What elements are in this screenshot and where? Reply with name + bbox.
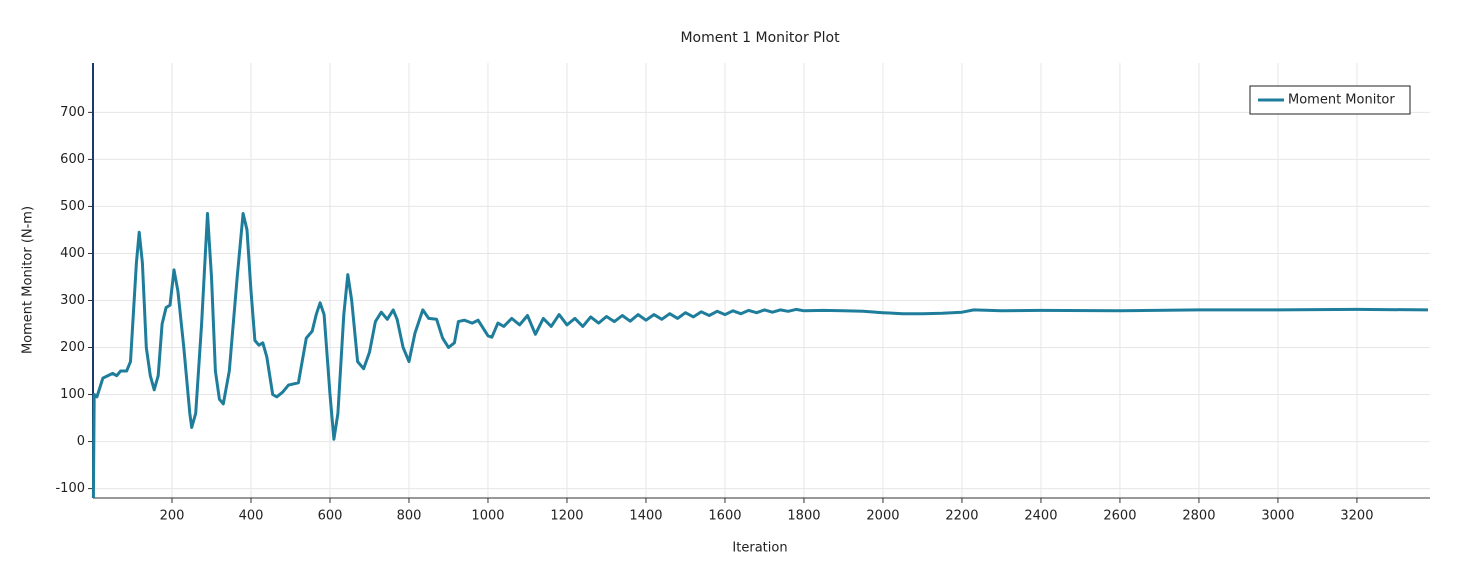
x-axis-label: Iteration	[732, 541, 787, 556]
y-tick-label: 600	[60, 152, 85, 167]
y-tick-label: -100	[55, 481, 85, 496]
x-tick-label: 600	[318, 509, 343, 524]
x-tick-label: 1400	[629, 509, 662, 524]
x-tick-label: 1600	[708, 509, 741, 524]
x-tick-label: 200	[160, 509, 185, 524]
legend-label: Moment Monitor	[1288, 93, 1395, 108]
x-tick-label: 1800	[787, 509, 820, 524]
x-tick-label: 2800	[1182, 509, 1215, 524]
x-tick-label: 2000	[866, 509, 899, 524]
y-tick-label: 100	[60, 387, 85, 402]
y-tick-label: 700	[60, 105, 85, 120]
x-tick-label: 3000	[1261, 509, 1294, 524]
x-tick-label: 2600	[1103, 509, 1136, 524]
chart-title: Moment 1 Monitor Plot	[680, 30, 840, 46]
x-tick-label: 3200	[1340, 509, 1373, 524]
y-tick-label: 500	[60, 199, 85, 214]
y-tick-label: 0	[77, 434, 85, 449]
y-tick-label: 200	[60, 340, 85, 355]
data-line	[91, 212, 1429, 499]
x-tick-label: 400	[239, 509, 264, 524]
x-tick-label: 1000	[471, 509, 504, 524]
x-tick-label: 800	[397, 509, 422, 524]
x-tick-label: 1200	[550, 509, 583, 524]
y-axis-label: Moment Monitor (N-m)	[21, 206, 36, 354]
x-tick-label: 2200	[945, 509, 978, 524]
y-tick-label: 400	[60, 246, 85, 261]
y-tick-label: 300	[60, 293, 85, 308]
x-tick-label: 2400	[1024, 509, 1057, 524]
